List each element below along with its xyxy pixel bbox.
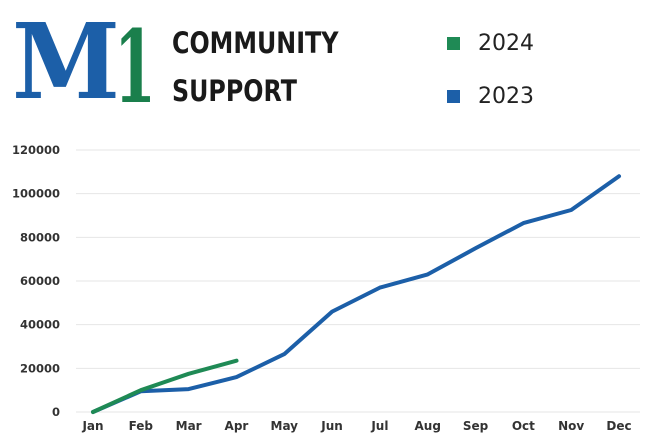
- series-line-2024: [91, 358, 239, 414]
- x-tick-label: Apr: [225, 419, 249, 433]
- y-tick-label: 120000: [12, 143, 60, 157]
- logo-letter-m: M: [12, 6, 120, 110]
- y-tick-label: 80000: [20, 230, 60, 244]
- x-tick-label: Dec: [606, 419, 631, 433]
- m1-logo: M 1: [12, 6, 156, 110]
- legend-label-2024: 2024: [478, 30, 534, 56]
- y-tick-label: 0: [52, 405, 60, 419]
- x-tick-label: Oct: [512, 419, 535, 433]
- page-title-line-2: SUPPORT: [172, 74, 297, 108]
- x-tick-label: Nov: [558, 419, 584, 433]
- y-tick-label: 20000: [20, 361, 60, 375]
- y-tick-label: 100000: [12, 187, 60, 201]
- x-tick-label: Sep: [463, 419, 489, 433]
- y-tick-label: 40000: [20, 318, 60, 332]
- legend-item-2024: 2024: [447, 28, 534, 58]
- x-tick-label: Aug: [415, 419, 441, 433]
- x-tick-label: Feb: [129, 419, 154, 433]
- page-title-line-1: COMMUNITY: [172, 26, 339, 60]
- series-line-2023: [91, 174, 621, 414]
- x-tick-label: Jan: [81, 419, 103, 433]
- legend-label-2023: 2023: [478, 83, 534, 109]
- legend-swatch-2024: [447, 36, 460, 50]
- legend-item-2023: 2023: [447, 81, 534, 111]
- x-tick-label: May: [271, 419, 299, 433]
- logo-digit-1: 1: [114, 8, 156, 110]
- y-tick-label: 60000: [20, 274, 60, 288]
- legend-swatch-2023: [447, 89, 460, 103]
- x-tick-label: Jun: [320, 419, 343, 433]
- x-tick-label: Mar: [176, 419, 202, 433]
- x-tick-label: Jul: [370, 419, 388, 433]
